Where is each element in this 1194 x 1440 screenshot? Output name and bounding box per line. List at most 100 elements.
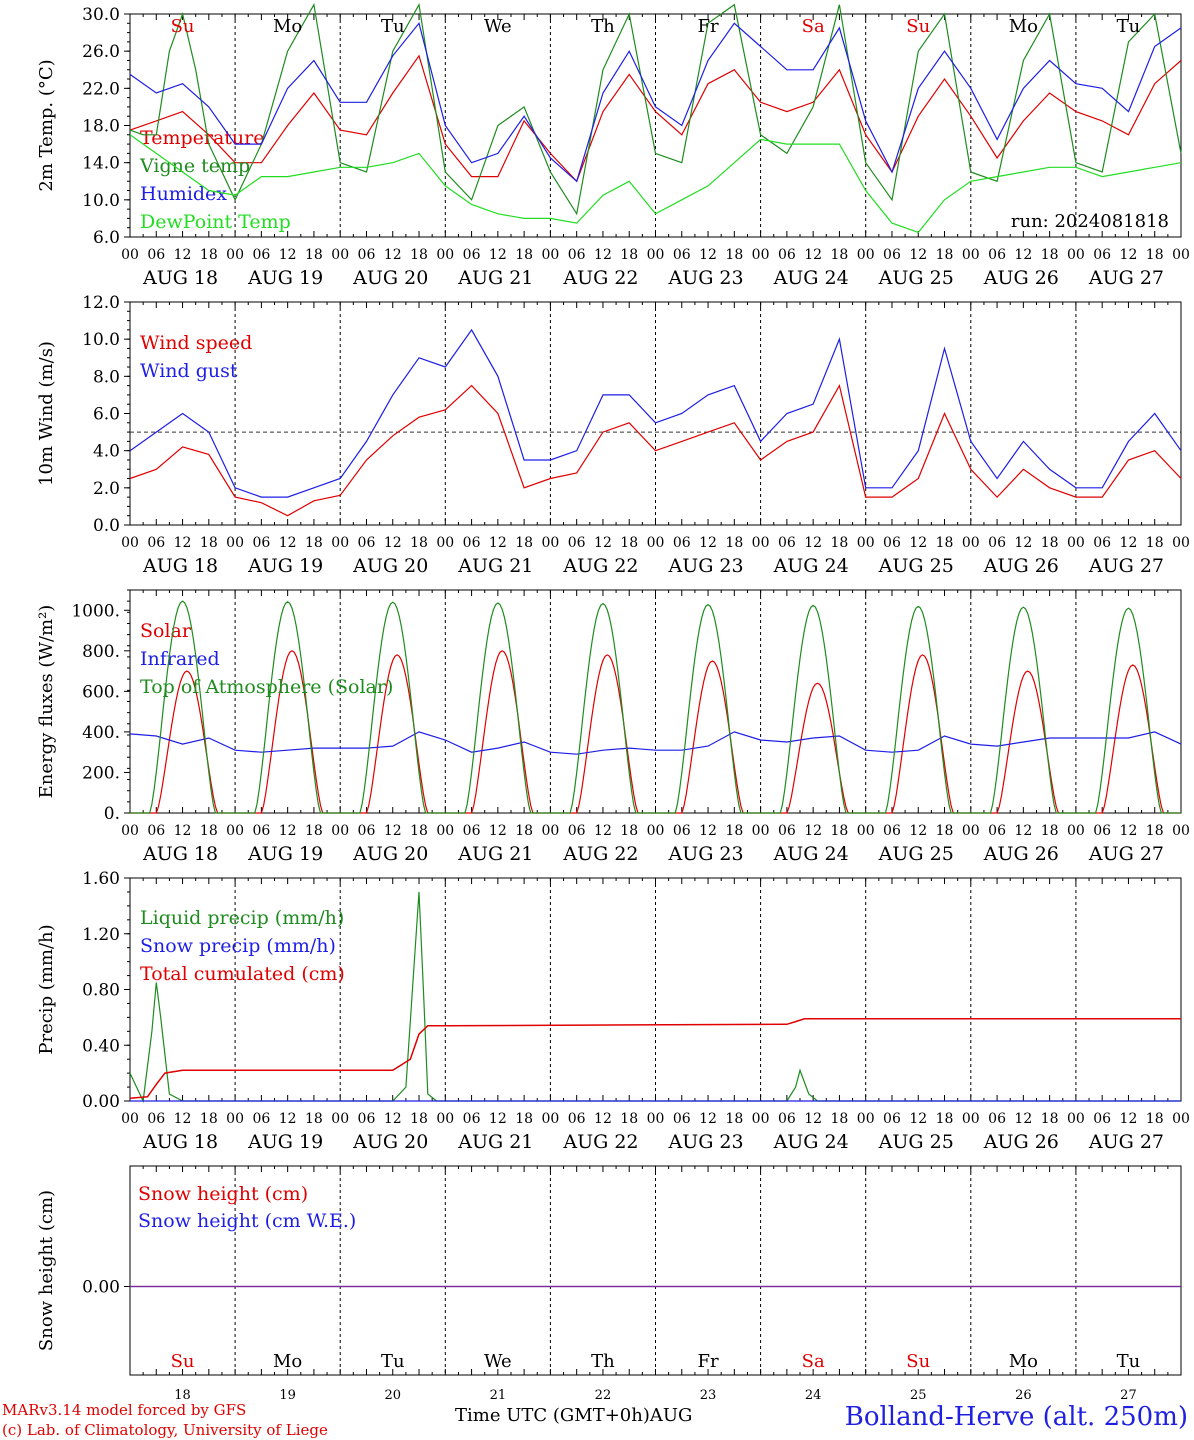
legend-entry: Solar	[140, 620, 192, 642]
y-tick-label: 0.00	[82, 1278, 120, 1298]
hour-label: 12	[804, 247, 822, 263]
y-tick-label: 10.0	[82, 330, 120, 350]
hour-label: 18	[620, 1111, 638, 1127]
hour-label: 06	[252, 1111, 270, 1127]
date-label: AUG 22	[562, 843, 638, 865]
hour-label: 12	[1120, 247, 1138, 263]
hour-label: 06	[673, 1111, 691, 1127]
hour-label: 12	[909, 247, 927, 263]
weekday-label: Tu	[1117, 16, 1141, 37]
date-label: AUG 24	[773, 555, 849, 577]
series-line	[129, 54, 1182, 183]
y-tick-label: 30.0	[82, 5, 120, 25]
hour-label: 12	[384, 823, 402, 839]
hour-label: 06	[778, 823, 796, 839]
hour-label: 18	[1041, 535, 1059, 551]
hour-label: 00	[857, 823, 875, 839]
hour-label: 18	[305, 823, 323, 839]
weekday-label: Fr	[698, 16, 719, 37]
hour-label: 12	[909, 823, 927, 839]
hour-label: 18	[1041, 1111, 1059, 1127]
plot-frame	[129, 301, 1182, 526]
hour-label: 18	[410, 823, 428, 839]
month-label: AUG	[649, 1405, 693, 1426]
hour-label: 06	[147, 535, 165, 551]
credit-line-2: (c) Lab. of Climatology, University of L…	[2, 1421, 328, 1439]
hour-label: 00	[436, 1111, 454, 1127]
hour-label: 06	[778, 535, 796, 551]
hour-label: 06	[988, 823, 1006, 839]
hour-label: 06	[463, 535, 481, 551]
hour-label: 12	[279, 535, 297, 551]
date-label: AUG 20	[352, 267, 428, 289]
legend-entry: Wind speed	[140, 332, 252, 354]
y-axis-label: Energy fluxes (W/m²)	[36, 605, 57, 799]
date-label: AUG 23	[667, 1131, 743, 1153]
weekday-label: We	[484, 16, 512, 37]
hour-label: 06	[252, 823, 270, 839]
weekday-label: Tu	[381, 16, 405, 37]
hour-label: 12	[1120, 1111, 1138, 1127]
hour-label: 12	[384, 535, 402, 551]
day-number: 21	[490, 1388, 507, 1403]
hour-label: 06	[358, 535, 376, 551]
panel-2: 0.0 2.0 4.0 6.0 8.0 10.0 12.0 10m Wind (m/s) Win…	[36, 293, 1190, 577]
y-tick-label: 0.00	[82, 1092, 120, 1112]
y-tick-label: 12.0	[82, 293, 120, 313]
date-label: AUG 22	[562, 555, 638, 577]
hour-label: 18	[200, 535, 218, 551]
day-number: 23	[700, 1388, 717, 1403]
y-tick-label: 0.80	[82, 981, 120, 1001]
hour-label: 12	[1120, 823, 1138, 839]
y-tick-label: 6.0	[93, 405, 120, 425]
date-label: AUG 25	[878, 843, 954, 865]
run-annotation: run: 2024081818	[1011, 211, 1169, 232]
hour-label: 00	[1172, 1111, 1190, 1127]
hour-label: 12	[1120, 535, 1138, 551]
hour-label: 06	[988, 535, 1006, 551]
hour-label: 18	[725, 823, 743, 839]
hour-label: 06	[988, 1111, 1006, 1127]
date-label: AUG 26	[983, 843, 1059, 865]
credit-line-1: MARv3.14 model forced by GFS	[2, 1401, 247, 1419]
hour-label: 06	[252, 535, 270, 551]
hour-label: 12	[804, 823, 822, 839]
y-tick-label: 600.	[82, 682, 120, 702]
hour-label: 18	[620, 823, 638, 839]
hour-label: 06	[568, 535, 586, 551]
day-number: 20	[384, 1388, 401, 1403]
legend-entry: Wind gust	[140, 360, 238, 382]
legend-entry: Snow precip (mm/h)	[140, 935, 336, 957]
hour-label: 18	[410, 1111, 428, 1127]
y-tick-label: 0.40	[82, 1036, 120, 1056]
date-label: AUG 27	[1088, 555, 1164, 577]
date-label: AUG 19	[247, 1131, 323, 1153]
day-number: 24	[805, 1388, 822, 1403]
hour-label: 18	[410, 247, 428, 263]
date-label: AUG 24	[773, 1131, 849, 1153]
date-label: AUG 21	[457, 843, 533, 865]
hour-label: 18	[1146, 247, 1164, 263]
hour-label: 18	[831, 247, 849, 263]
hour-label: 18	[936, 823, 954, 839]
series-line	[129, 891, 1181, 1104]
legend-entry: Temperature	[140, 127, 264, 149]
y-tick-label: 800.	[82, 642, 120, 662]
hour-label: 18	[515, 247, 533, 263]
date-label: AUG 25	[878, 1131, 954, 1153]
hour-label: 06	[883, 823, 901, 839]
y-tick-label: 0.0	[93, 516, 120, 536]
hour-label: 12	[174, 535, 192, 551]
panel-3: 0. 200. 400. 600. 800. 1000. Energy fluxes (W/…	[36, 589, 1190, 865]
hour-label: 00	[752, 535, 770, 551]
hour-label: 06	[778, 1111, 796, 1127]
weekday-label: Th	[591, 16, 615, 37]
hour-label: 06	[147, 247, 165, 263]
hour-label: 06	[463, 823, 481, 839]
hour-label: 06	[673, 247, 691, 263]
hour-label: 06	[883, 535, 901, 551]
weekday-label: Mo	[1009, 1351, 1038, 1372]
hour-label: 06	[463, 247, 481, 263]
hour-label: 18	[1146, 823, 1164, 839]
